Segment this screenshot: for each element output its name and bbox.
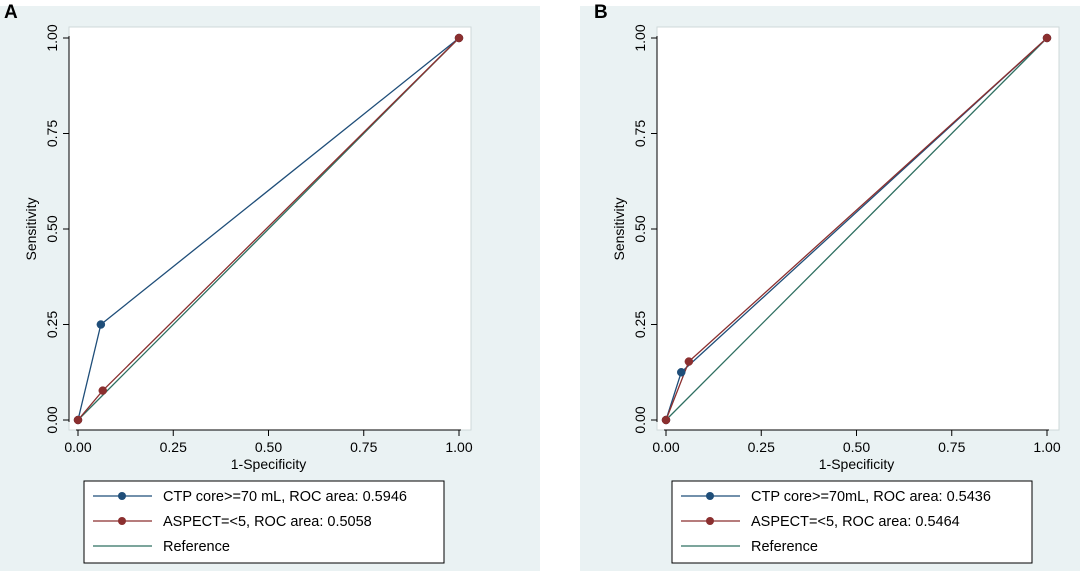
panel-label: B xyxy=(594,2,608,23)
x-tick-label: 0.00 xyxy=(64,439,91,455)
data-point-aspect xyxy=(98,386,108,395)
y-axis-title: Sensitivity xyxy=(611,197,627,260)
x-tick-label: 1.00 xyxy=(445,439,472,455)
y-tick-label: 0.50 xyxy=(632,215,648,242)
x-tick-label: 0.75 xyxy=(350,439,377,455)
legend-label: CTP core>=70mL, ROC area: 0.5436 xyxy=(751,489,991,505)
x-tick-label: 0.00 xyxy=(652,439,679,455)
x-tick-label: 0.50 xyxy=(843,439,870,455)
series-line-reference xyxy=(665,37,1048,421)
legend-label: CTP core>=70 mL, ROC area: 0.5946 xyxy=(163,489,407,505)
x-axis-title: 1-Specificity xyxy=(231,456,306,472)
data-point-ctp xyxy=(676,368,686,377)
legend-label: Reference xyxy=(751,539,818,555)
legend-label: ASPECT=<5, ROC area: 0.5464 xyxy=(751,514,960,530)
data-point-ctp xyxy=(96,320,106,329)
data-point-aspect xyxy=(684,357,694,366)
y-tick-label: 0.75 xyxy=(632,120,648,147)
x-tick-label: 0.50 xyxy=(255,439,282,455)
y-tick-label: 0.50 xyxy=(44,215,60,242)
plot-area xyxy=(656,26,1060,431)
panel-b: 0.00 0.25 0.50 0.75 1.00 0.00 0.25 0.50 0.75 1.00… xyxy=(540,0,1080,571)
x-tick-label: 0.25 xyxy=(748,439,775,455)
panel-a: 0.00 0.25 0.50 0.75 1.00 0.00 0.25 0.50 0.75 1.00… xyxy=(0,2,540,571)
roc-chart-a: 0.00 0.25 0.50 0.75 1.00 0.00 0.25 0.50 0.75 1.00… xyxy=(0,6,540,571)
y-tick-label: 0.00 xyxy=(632,406,648,433)
y-tick-label: 1.00 xyxy=(44,24,60,51)
x-tick-label: 1.00 xyxy=(1033,439,1060,455)
data-point-aspect xyxy=(661,415,671,425)
data-point-aspect xyxy=(1042,33,1052,43)
panel-label: A xyxy=(4,2,18,23)
legend-marker-ctp xyxy=(706,492,714,500)
roc-chart-b: 0.00 0.25 0.50 0.75 1.00 0.00 0.25 0.50 0.75 1.00… xyxy=(580,6,1080,571)
data-point-aspect xyxy=(454,33,464,43)
legend-marker-aspect xyxy=(706,517,714,525)
legend-marker-ctp xyxy=(118,492,126,500)
y-axis-title: Sensitivity xyxy=(23,197,39,260)
data-point-aspect xyxy=(73,415,83,425)
y-tick-label: 0.25 xyxy=(632,311,648,338)
x-axis-title: 1-Specificity xyxy=(819,456,894,472)
x-tick-label: 0.25 xyxy=(160,439,187,455)
y-tick-label: 1.00 xyxy=(632,24,648,51)
plot-area xyxy=(68,26,472,431)
legend-label: ASPECT=<5, ROC area: 0.5058 xyxy=(163,514,372,530)
y-tick-label: 0.75 xyxy=(44,120,60,147)
legend-box xyxy=(83,480,445,564)
legend-box xyxy=(671,480,1033,564)
y-tick-label: 0.00 xyxy=(44,406,60,433)
y-tick-label: 0.25 xyxy=(44,311,60,338)
legend-marker-aspect xyxy=(118,517,126,525)
x-tick-label: 0.75 xyxy=(938,439,965,455)
legend-label: Reference xyxy=(163,539,230,555)
